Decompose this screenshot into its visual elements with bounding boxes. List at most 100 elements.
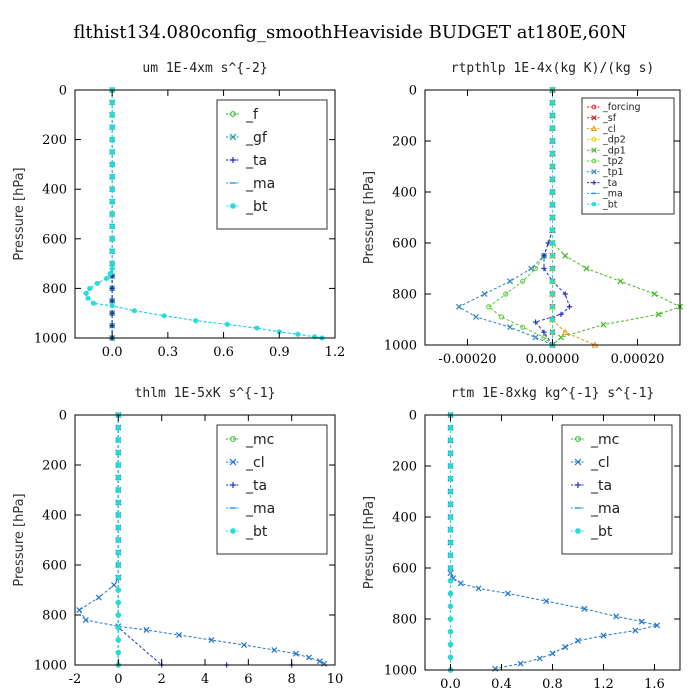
data-point — [503, 291, 509, 297]
data-point — [103, 275, 110, 282]
data-point — [115, 537, 121, 543]
data-point — [506, 278, 514, 285]
legend-marker — [575, 528, 581, 534]
legend-marker — [230, 436, 236, 442]
x-tick-label: 0.0 — [102, 345, 123, 360]
data-point — [475, 585, 482, 592]
data-point — [109, 323, 115, 329]
data-point — [549, 253, 556, 259]
legend: _forcing_sf_cl_dp2_dp1_tp2_tp1_ta_ma_bt — [581, 97, 675, 215]
legend-label: _mc — [245, 432, 274, 448]
legend-label: _cl — [590, 455, 610, 471]
data-point — [447, 570, 454, 577]
data-point — [109, 265, 115, 272]
data-point — [638, 618, 645, 625]
data-point — [109, 236, 115, 242]
y-tick-label: 600 — [42, 232, 67, 247]
legend-marker — [591, 158, 597, 164]
y-tick-label: 1000 — [384, 664, 417, 679]
panel-title: thlm 1E-5xK s^{-1} — [135, 386, 276, 401]
data-point — [115, 524, 121, 531]
y-tick-label: 200 — [42, 459, 67, 474]
x-tick-label: 4 — [201, 672, 209, 687]
data-point — [83, 290, 89, 296]
legend-marker — [575, 436, 581, 442]
data-point — [109, 303, 115, 309]
data-point — [549, 265, 556, 272]
data-point — [95, 594, 102, 601]
y-tick-label: 800 — [42, 609, 67, 624]
legend-marker — [590, 125, 598, 131]
data-point — [549, 316, 556, 323]
data-point — [536, 655, 543, 662]
data-point — [613, 613, 620, 620]
x-tick-label: 10 — [327, 672, 344, 687]
series-bt — [447, 412, 454, 673]
panel-2: rtpthlp 1E-4x(kg K)/(kg s) Pressure [hPa]… — [362, 61, 684, 367]
data-point — [541, 265, 547, 272]
data-point — [558, 311, 564, 317]
legend-marker — [574, 458, 582, 466]
data-point — [109, 124, 115, 130]
data-point — [549, 291, 556, 297]
data-point — [549, 329, 556, 335]
panel-title: rtpthlp 1E-4x(kg K)/(kg s) — [451, 61, 655, 76]
legend-box — [581, 97, 675, 215]
data-point — [115, 512, 121, 518]
data-point — [541, 334, 547, 340]
data-point — [549, 100, 556, 106]
data-point — [506, 324, 514, 331]
data-point — [541, 253, 547, 259]
legend-label: _bt — [245, 199, 268, 215]
data-point — [600, 321, 607, 328]
panel-title: um 1E-4xm s^{-2} — [142, 61, 267, 76]
legend-label: _ta — [245, 153, 267, 169]
panels: um 1E-4xm s^{-2}Pressure [hPa]0200400600… — [12, 61, 684, 692]
x-tick-label: 0.9 — [269, 345, 290, 360]
y-tick-label: 1000 — [34, 659, 67, 674]
data-point — [654, 622, 661, 629]
legend-marker — [591, 201, 597, 207]
data-point — [316, 658, 323, 665]
x-tick-label: 1.2 — [593, 677, 614, 692]
legend-label: _bt — [590, 524, 613, 540]
data-point — [109, 137, 115, 143]
y-axis-label: Pressure [hPa] — [12, 167, 27, 260]
data-point — [574, 637, 582, 644]
data-point — [447, 463, 454, 469]
data-point — [562, 644, 569, 651]
data-point — [532, 319, 539, 325]
data-point — [447, 565, 454, 571]
x-tick-label: -0.00020 — [438, 352, 496, 367]
data-point — [561, 328, 569, 335]
x-tick-label: -2 — [69, 672, 82, 687]
data-point — [562, 291, 568, 297]
legend-label: _dp1 — [602, 145, 626, 156]
y-tick-label: 1000 — [384, 339, 417, 354]
x-tick-label: 0.3 — [158, 345, 179, 360]
data-point — [481, 290, 488, 298]
data-point — [110, 581, 118, 589]
legend-label: _mc — [590, 432, 619, 448]
data-point — [305, 654, 313, 661]
legend-label: _ma — [590, 501, 620, 517]
data-point — [109, 199, 115, 205]
series-line — [457, 90, 553, 346]
data-point — [109, 248, 115, 254]
legend-marker — [590, 136, 598, 143]
y-tick-label: 0 — [59, 84, 67, 99]
data-point — [486, 304, 492, 310]
data-point — [208, 636, 215, 644]
data-point — [90, 300, 97, 306]
data-point — [109, 149, 115, 155]
data-point — [562, 252, 569, 259]
data-point — [87, 285, 93, 291]
y-tick-label: 800 — [392, 613, 417, 628]
y-tick-label: 800 — [392, 288, 417, 303]
data-point — [543, 598, 550, 605]
legend-label: _ma — [245, 501, 275, 517]
series-bt — [549, 87, 556, 348]
panel-3: thlm 1E-5xK s^{-1} Pressure [hPa] 0 200 400 6… — [12, 386, 343, 687]
legend-marker — [230, 528, 236, 534]
